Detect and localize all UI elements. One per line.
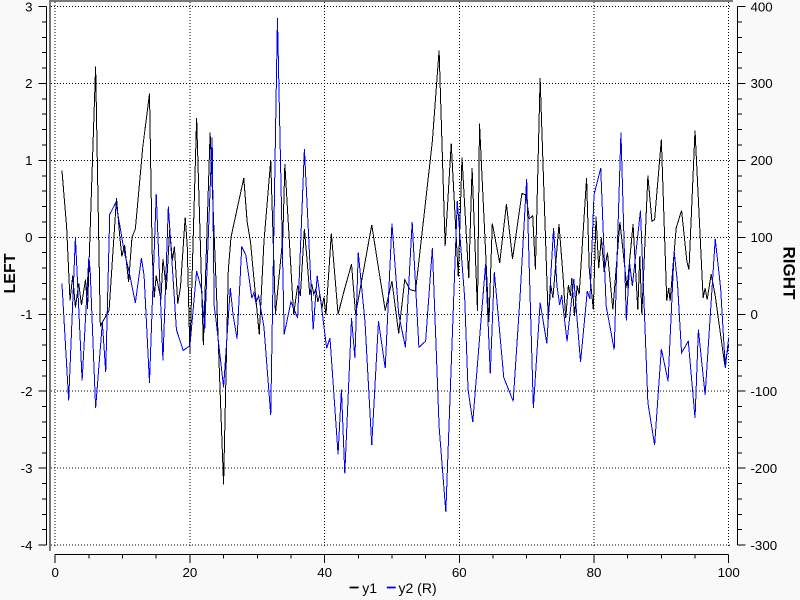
svg-text:40: 40 [317, 565, 332, 580]
svg-text:-1: -1 [21, 307, 33, 322]
svg-text:y1: y1 [362, 580, 377, 596]
svg-text:0: 0 [751, 307, 758, 322]
svg-text:60: 60 [452, 565, 467, 580]
svg-text:-3: -3 [21, 461, 33, 476]
svg-text:100: 100 [751, 230, 773, 245]
svg-text:20: 20 [183, 565, 198, 580]
svg-text:-300: -300 [751, 538, 778, 553]
svg-text:y2 (R): y2 (R) [399, 580, 437, 596]
svg-text:RIGHT: RIGHT [780, 247, 799, 301]
svg-text:3: 3 [25, 0, 32, 14]
svg-text:400: 400 [751, 0, 773, 14]
svg-text:300: 300 [751, 76, 773, 91]
svg-text:2: 2 [25, 76, 32, 91]
svg-text:100: 100 [718, 565, 740, 580]
svg-text:-100: -100 [751, 384, 778, 399]
svg-text:80: 80 [587, 565, 602, 580]
svg-text:-4: -4 [21, 538, 33, 553]
svg-text:LEFT: LEFT [2, 253, 19, 293]
svg-text:-2: -2 [21, 384, 33, 399]
svg-text:-200: -200 [751, 461, 778, 476]
svg-text:1: 1 [25, 153, 32, 168]
svg-text:200: 200 [751, 153, 773, 168]
svg-text:0: 0 [51, 565, 58, 580]
svg-text:0: 0 [25, 230, 32, 245]
